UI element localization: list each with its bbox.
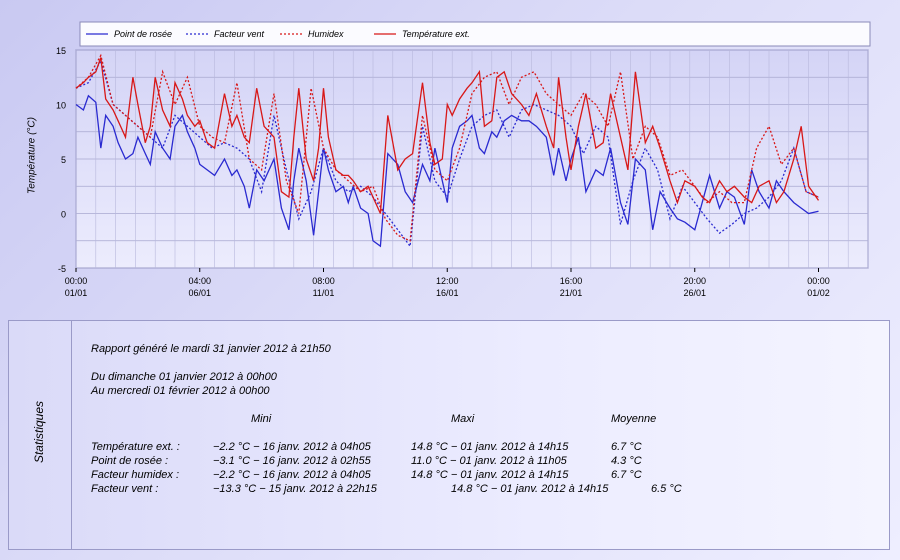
y-tick-label: 10 bbox=[56, 101, 66, 111]
column-header-max: Maxi bbox=[451, 413, 475, 425]
x-tick-date-label: 01/01 bbox=[65, 288, 88, 298]
stats-row-avg: 6.5 °C bbox=[651, 483, 682, 495]
statistics-panel: Statistiques Rapport généré le mardi 31 … bbox=[8, 320, 890, 550]
stats-row-avg: 6.7 °C bbox=[611, 441, 642, 453]
x-tick-date-label: 16/01 bbox=[436, 288, 459, 298]
y-tick-label: 15 bbox=[56, 46, 66, 56]
y-tick-label: -5 bbox=[58, 264, 66, 274]
y-tick-label: 5 bbox=[61, 155, 66, 165]
series-line-1 bbox=[75, 59, 819, 248]
stats-row-min: −3.1 °C − 16 janv. 2012 à 02h55 bbox=[213, 455, 371, 467]
range-to-line: Au mercredi 01 février 2012 à 00h00 bbox=[91, 385, 270, 397]
stats-row-label: Point de rosée : bbox=[91, 455, 169, 467]
x-tick-time-label: 20:00 bbox=[683, 276, 706, 286]
stats-row-max: 14.8 °C − 01 janv. 2012 à 14h15 bbox=[451, 483, 609, 495]
stats-row-min: −2.2 °C − 16 janv. 2012 à 04h05 bbox=[213, 441, 371, 453]
x-tick-time-label: 12:00 bbox=[436, 276, 459, 286]
stats-row-label: Facteur humidex : bbox=[91, 469, 180, 481]
temperature-chart: 15 10 5 0 -5 00:00 01/01 04:00 06/01 08:00 11/01 12… bbox=[56, 21, 871, 298]
legend-box bbox=[79, 21, 871, 47]
x-tick-date-label: 06/01 bbox=[188, 288, 211, 298]
stats-row-max: 14.8 °C − 01 janv. 2012 à 14h15 bbox=[411, 469, 569, 481]
legend-label: Facteur vent bbox=[214, 29, 265, 39]
x-tick-time-label: 16:00 bbox=[560, 276, 583, 286]
x-tick-date-label: 21/01 bbox=[560, 288, 583, 298]
stats-row-label: Température ext. : bbox=[91, 441, 180, 453]
legend-label: Humidex bbox=[308, 29, 344, 39]
range-from-line: Du dimanche 01 janvier 2012 à 00h00 bbox=[91, 371, 277, 383]
x-tick-date-label: 11/01 bbox=[313, 288, 335, 298]
x-tick-time-label: 04:00 bbox=[188, 276, 211, 286]
x-tick-date-label: 01/02 bbox=[807, 288, 830, 298]
series-line-0 bbox=[75, 94, 819, 248]
column-header-min: Mini bbox=[251, 413, 272, 425]
stats-row-avg: 6.7 °C bbox=[611, 469, 642, 481]
statistics-side-label: Statistiques bbox=[32, 400, 46, 464]
stats-row-max: 14.8 °C − 01 janv. 2012 à 14h15 bbox=[411, 441, 569, 453]
legend-label: Température ext. bbox=[402, 29, 470, 39]
y-axis-label: Température (°C) bbox=[26, 117, 38, 194]
stats-row-min: −13.3 °C − 15 janv. 2012 à 22h15 bbox=[213, 483, 377, 495]
chart-panel: 15 10 5 0 -5 00:00 01/01 04:00 06/01 08:00 11/01 12… bbox=[26, 21, 871, 298]
stats-row-avg: 4.3 °C bbox=[611, 455, 642, 467]
stats-row-min: −2.2 °C − 16 janv. 2012 à 04h05 bbox=[213, 469, 371, 481]
x-tick-time-label: 08:00 bbox=[312, 276, 335, 286]
y-tick-label: 0 bbox=[61, 210, 66, 220]
stats-row-max: 11.0 °C − 01 janv. 2012 à 11h05 bbox=[411, 455, 567, 467]
report-generated-line: Rapport généré le mardi 31 janvier 2012 … bbox=[91, 343, 331, 355]
statistics-side-tab: Statistiques bbox=[9, 321, 72, 549]
x-tick-time-label: 00:00 bbox=[807, 276, 830, 286]
stats-row-label: Facteur vent : bbox=[91, 483, 159, 495]
x-tick-time-label: 00:00 bbox=[65, 276, 88, 286]
legend-label: Point de rosée bbox=[114, 29, 172, 39]
x-tick-date-label: 26/01 bbox=[683, 288, 706, 298]
series-line-3 bbox=[75, 57, 820, 214]
column-header-avg: Moyenne bbox=[611, 413, 657, 425]
